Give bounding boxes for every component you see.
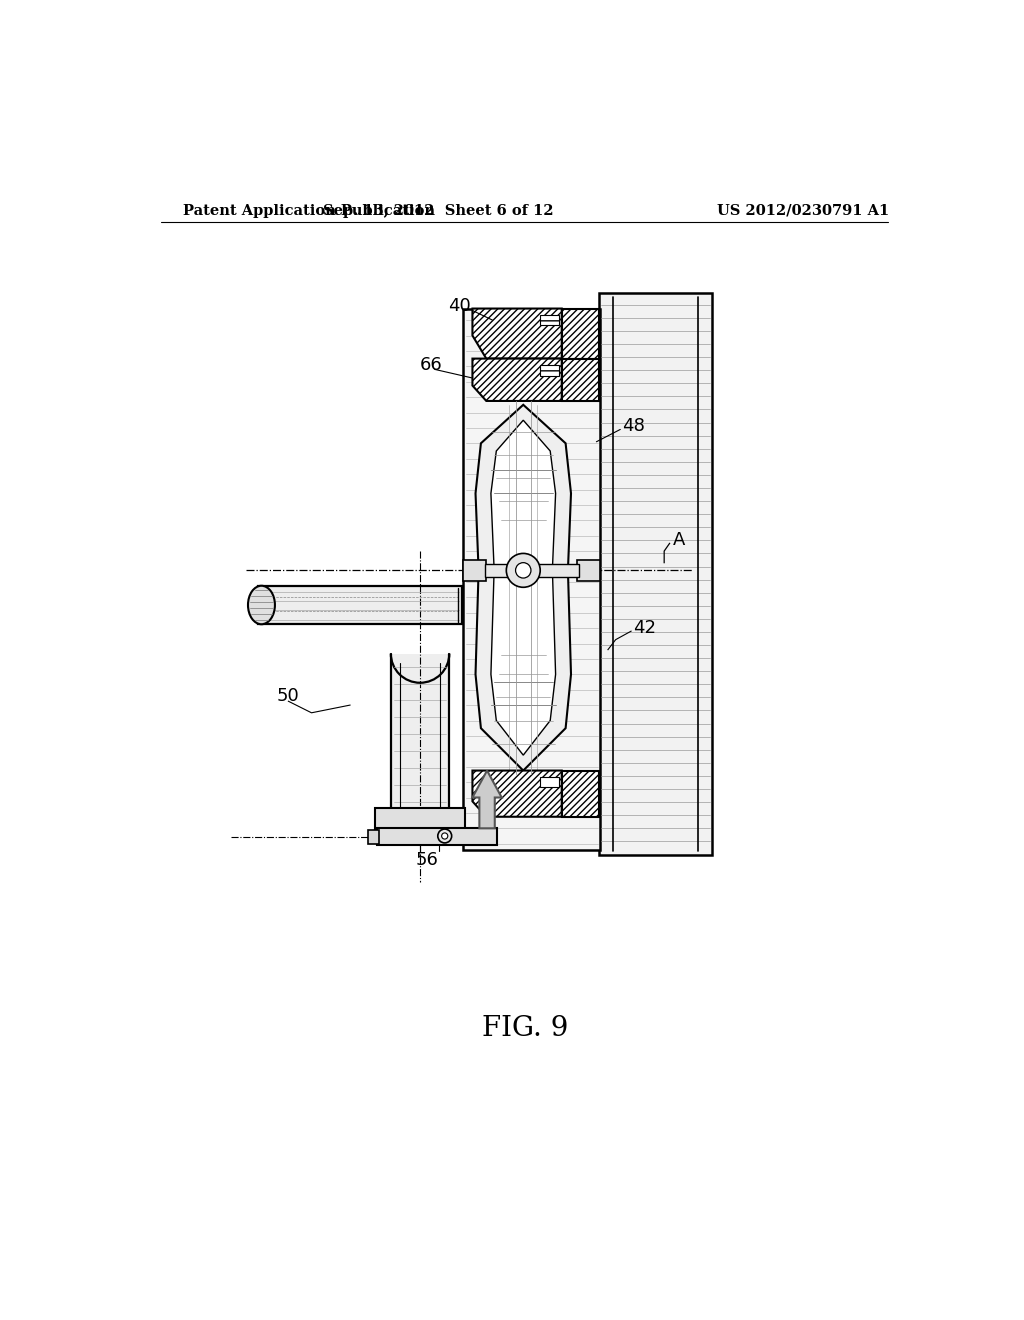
Text: 50: 50: [276, 686, 300, 705]
Text: US 2012/0230791 A1: US 2012/0230791 A1: [717, 203, 890, 218]
Bar: [541, 776, 559, 788]
Bar: [376, 808, 465, 829]
Bar: [578, 560, 600, 581]
Bar: [368, 830, 379, 843]
Circle shape: [441, 833, 447, 840]
Bar: [463, 560, 486, 581]
Polygon shape: [562, 309, 599, 359]
Bar: [541, 364, 559, 376]
FancyArrow shape: [472, 771, 502, 829]
Polygon shape: [472, 309, 562, 359]
Text: 66: 66: [420, 356, 442, 374]
Bar: [484, 564, 579, 577]
Bar: [599, 293, 712, 855]
Bar: [258, 586, 462, 624]
Text: Sep. 13, 2012  Sheet 6 of 12: Sep. 13, 2012 Sheet 6 of 12: [324, 203, 554, 218]
Polygon shape: [475, 405, 571, 570]
Text: A: A: [673, 531, 685, 549]
Polygon shape: [472, 771, 562, 817]
Polygon shape: [490, 420, 556, 566]
Ellipse shape: [248, 586, 274, 624]
Text: 48: 48: [622, 417, 645, 436]
Polygon shape: [475, 570, 571, 771]
Polygon shape: [490, 574, 556, 755]
Text: 56: 56: [416, 851, 438, 870]
Bar: [463, 309, 600, 850]
Text: Patent Application Publication: Patent Application Publication: [183, 203, 435, 218]
Text: FIG. 9: FIG. 9: [481, 1015, 568, 1041]
Bar: [391, 653, 450, 825]
Circle shape: [515, 562, 531, 578]
Polygon shape: [562, 359, 599, 401]
Circle shape: [506, 553, 541, 587]
Bar: [377, 829, 497, 845]
Bar: [541, 314, 559, 326]
Circle shape: [438, 829, 452, 843]
Polygon shape: [562, 771, 599, 817]
Polygon shape: [472, 359, 562, 401]
Text: 40: 40: [447, 297, 471, 315]
Text: 42: 42: [633, 619, 655, 638]
